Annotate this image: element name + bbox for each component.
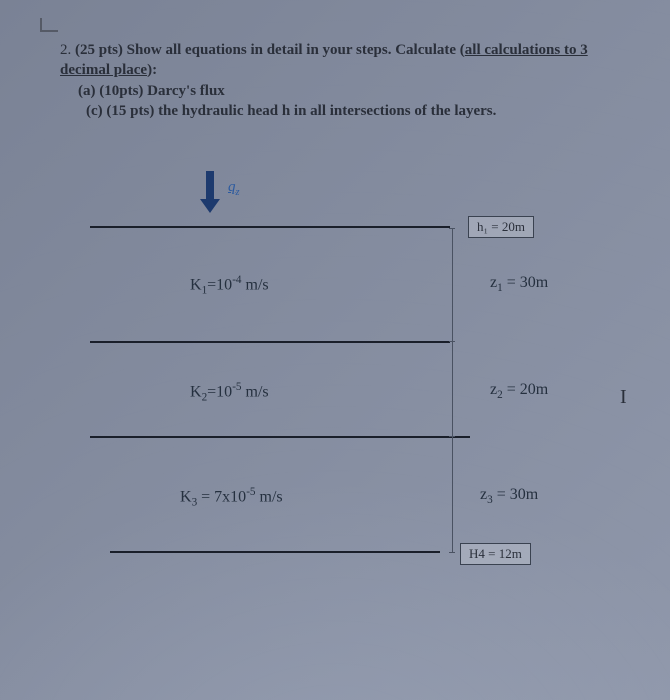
part-c: (c) (15 pts) the hydraulic head h in all… — [86, 101, 620, 121]
boundary-line-3 — [90, 436, 470, 438]
flux-symbol: qz — [228, 179, 240, 198]
boundary-line-2 — [90, 341, 450, 343]
boundary-line-1 — [90, 226, 450, 228]
bracket-tick-2 — [449, 341, 455, 342]
question-number: 2. — [60, 42, 71, 58]
question-lead: Show all equations in detail in your ste… — [127, 42, 465, 58]
diagram: qz h₁ = 20m K1=10-4 m/s z1 = 30m K2=10-5… — [60, 171, 620, 641]
arrow-head-icon — [200, 199, 220, 213]
question-points: (25 pts) — [75, 42, 123, 58]
question-block: 2. (25 pts) Show all equations in detail… — [60, 40, 620, 121]
k2-label: K2=10-5 m/s — [190, 381, 269, 404]
corner-mark — [40, 18, 58, 32]
z2-label: z2 = 20m — [490, 381, 548, 401]
page: 2. (25 pts) Show all equations in detail… — [0, 0, 670, 661]
part-a: (a) (10pts) Darcy's flux — [78, 81, 620, 101]
boundary-line-4 — [110, 551, 440, 553]
question-lead-tail: ): — [147, 62, 157, 78]
z3-label: z3 = 30m — [480, 486, 538, 506]
h1-box: h₁ = 20m — [468, 216, 534, 238]
arrow-stem — [206, 171, 214, 199]
k1-label: K1=10-4 m/s — [190, 274, 269, 297]
bracket-tick-top — [449, 228, 455, 229]
z1-label: z1 = 30m — [490, 274, 548, 294]
text-cursor-icon: I — [620, 386, 627, 409]
bracket-tick-bottom — [449, 552, 455, 553]
flux-arrow — [200, 171, 220, 213]
k3-label: K3 = 7x10-5 m/s — [180, 486, 283, 509]
bracket-vertical — [452, 228, 453, 553]
h4-box: H4 = 12m — [460, 543, 531, 565]
bracket-tick-3 — [449, 436, 455, 437]
